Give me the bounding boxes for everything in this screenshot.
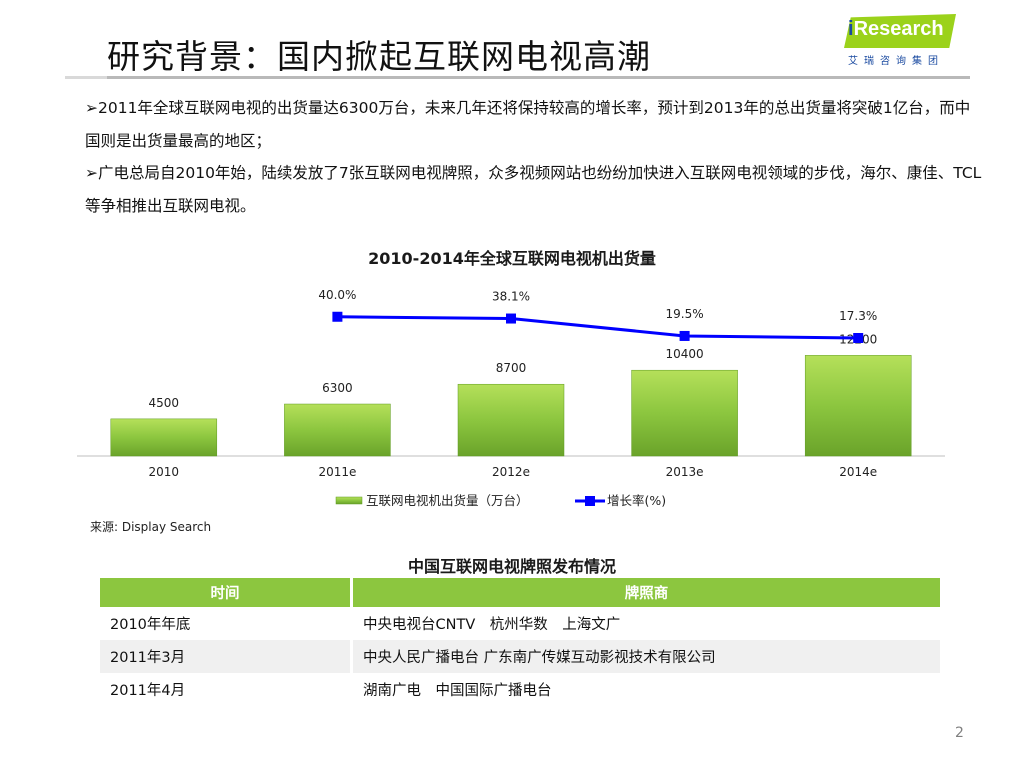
x-tick-label: 2011e	[318, 465, 356, 479]
table-row: 2010年年底 中央电视台CNTV 杭州华数 上海文广	[100, 607, 940, 640]
license-table: 时间 牌照商 2010年年底 中央电视台CNTV 杭州华数 上海文广 2011年…	[100, 578, 940, 706]
table-row: 2011年3月 中央人民广播电台 广东南广传媒互动影视技术有限公司	[100, 640, 940, 673]
column-header-licensee: 牌照商	[351, 578, 940, 607]
cell-time: 2011年4月	[100, 673, 353, 706]
bar	[110, 418, 218, 457]
iresearch-logo: iResearch 艾瑞咨询集团	[840, 14, 958, 67]
column-header-time: 时间	[100, 578, 353, 607]
page-number: 2	[955, 725, 964, 741]
growth-rate-label: 40.0%	[318, 288, 356, 302]
growth-rate-point	[506, 313, 516, 324]
chart-title: 2010-2014年全球互联网电视机出货量	[368, 249, 656, 268]
x-tick-label: 2013e	[666, 465, 704, 479]
bar	[457, 383, 565, 457]
table-title: 中国互联网电视牌照发布情况	[407, 557, 616, 576]
table-header-row: 时间 牌照商	[100, 578, 940, 607]
cell-time: 2011年3月	[100, 640, 353, 673]
growth-rate-label: 19.5%	[666, 307, 704, 321]
bar-value-label: 6300	[322, 381, 353, 395]
table-row: 2011年4月 湖南广电 中国国际广播电台	[100, 673, 940, 706]
bullet-item: ➢2011年全球互联网电视的出货量达6300万台，未来几年还将保持较高的增长率，…	[85, 99, 971, 150]
growth-rate-point	[332, 311, 343, 322]
source-note: 来源: Display Search	[90, 520, 212, 534]
logo-subtitle: 艾瑞咨询集团	[848, 56, 944, 67]
x-tick-label: 2012e	[492, 465, 530, 479]
bar-value-label: 8700	[496, 361, 527, 375]
logo-badge	[844, 14, 956, 48]
x-tick-label: 2014e	[839, 465, 877, 479]
cell-licensee: 湖南广电 中国国际广播电台	[363, 683, 552, 699]
title-divider-accent	[65, 76, 107, 79]
bar-value-label: 10400	[666, 347, 704, 361]
growth-rate-label: 17.3%	[839, 309, 877, 323]
cell-time: 2010年年底	[100, 607, 353, 640]
x-tick-label: 2010	[149, 465, 180, 479]
bullet-list: ➢2011年全球互联网电视的出货量达6300万台，未来几年还将保持较高的增长率，…	[85, 92, 985, 222]
growth-rate-point	[853, 333, 864, 343]
bullet-item: ➢广电总局自2010年始，陆续发放了7张互联网电视牌照，众多视频网站也纷纷加快进…	[85, 164, 982, 215]
bar	[284, 403, 391, 457]
bar-value-label: 4500	[149, 396, 180, 410]
bar	[804, 355, 912, 457]
shipment-chart: 4500201063002011e87002012e104002013e1220…	[77, 288, 945, 508]
cell-licensee: 中央电视台CNTV 杭州华数 上海文广	[363, 617, 621, 633]
cell-licensee: 中央人民广播电台 广东南广传媒互动影视技术有限公司	[351, 640, 940, 673]
legend-bar-label: 互联网电视机出货量（万台）	[366, 493, 529, 508]
page-title: 研究背景：国内掀起互联网电视高潮	[107, 37, 651, 76]
growth-rate-line	[337, 315, 859, 340]
growth-rate-label: 38.1%	[492, 290, 530, 304]
legend-bar-swatch	[335, 496, 363, 505]
logo-wordmark: iResearch	[848, 18, 944, 40]
title-divider	[65, 76, 970, 79]
legend-line-label: 增长率(%)	[607, 493, 666, 508]
growth-rate-point	[679, 330, 690, 341]
legend-line-marker	[585, 496, 595, 506]
bar	[631, 369, 738, 457]
